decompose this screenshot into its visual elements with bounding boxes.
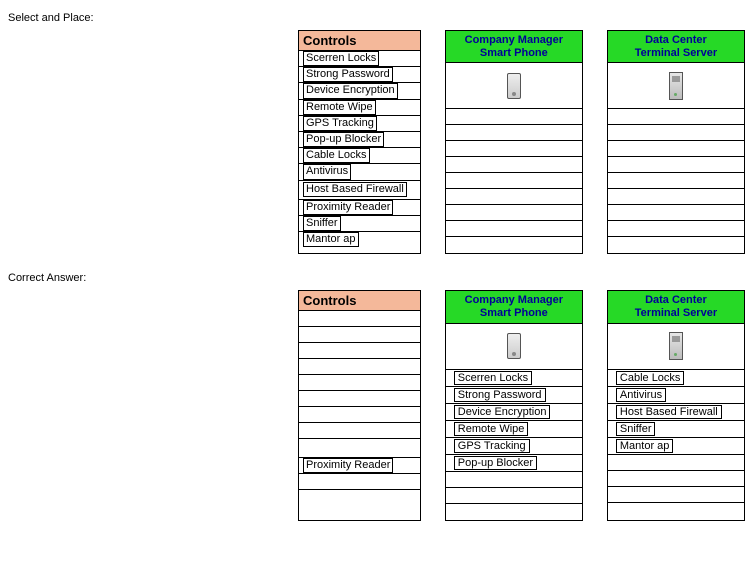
drop-slot: Strong Password	[446, 387, 582, 404]
control-item	[299, 407, 420, 423]
drop-slot[interactable]	[446, 125, 582, 141]
control-item	[299, 343, 420, 359]
drop-slot: Scerren Locks	[446, 370, 582, 387]
drop-slot[interactable]	[446, 205, 582, 221]
controls-column-answer: Controls Proximity Reader	[298, 290, 421, 520]
control-item[interactable]: Mantor ap	[299, 232, 420, 248]
drop-slot: Pop-up Blocker	[446, 455, 582, 472]
drop-slot[interactable]	[608, 221, 744, 237]
controls-column: Controls Scerren Locks Strong Password D…	[298, 30, 421, 254]
target-server: Data CenterTerminal Server	[607, 30, 745, 254]
target-header-phone: Company ManagerSmart Phone	[446, 31, 582, 63]
question-row: Controls Scerren Locks Strong Password D…	[298, 30, 745, 254]
drop-slot	[608, 455, 744, 471]
control-item[interactable]: Pop-up Blocker	[299, 132, 420, 148]
control-item	[299, 439, 420, 458]
control-item	[299, 474, 420, 490]
drop-slot[interactable]	[608, 125, 744, 141]
control-item[interactable]: Proximity Reader	[299, 200, 420, 216]
control-item[interactable]: Antivirus	[299, 164, 420, 180]
control-item[interactable]: Sniffer	[299, 216, 420, 232]
drop-slot: Device Encryption	[446, 404, 582, 421]
control-item[interactable]: Host Based Firewall	[299, 181, 420, 200]
drop-slot: Host Based Firewall	[608, 404, 744, 421]
control-item[interactable]: Remote Wipe	[299, 100, 420, 116]
controls-header: Controls	[299, 291, 420, 311]
drop-slot[interactable]	[608, 157, 744, 173]
drop-slot[interactable]	[446, 157, 582, 173]
drop-slot[interactable]	[608, 189, 744, 205]
drop-slot	[446, 472, 582, 488]
control-item	[299, 311, 420, 327]
target-header-phone: Company ManagerSmart Phone	[446, 291, 582, 323]
drop-slot	[446, 488, 582, 504]
drop-slot[interactable]	[446, 237, 582, 253]
drop-slot: GPS Tracking	[446, 438, 582, 455]
drop-slot[interactable]	[608, 141, 744, 157]
control-item[interactable]: Device Encryption	[299, 83, 420, 99]
target-phone-answer: Company ManagerSmart Phone Scerren Locks…	[445, 290, 583, 520]
drop-slot[interactable]	[446, 189, 582, 205]
section-label-question: Select and Place:	[8, 12, 745, 24]
control-item	[299, 423, 420, 439]
control-item[interactable]: Proximity Reader	[299, 458, 420, 474]
target-header-server: Data CenterTerminal Server	[608, 31, 744, 63]
answer-row: Controls Proximity Reader Company Manage…	[298, 290, 745, 520]
drop-slot	[608, 487, 744, 503]
drop-slot[interactable]	[446, 141, 582, 157]
control-item[interactable]: Strong Password	[299, 67, 420, 83]
control-item	[299, 375, 420, 391]
target-header-server: Data CenterTerminal Server	[608, 291, 744, 323]
drop-slot[interactable]	[608, 109, 744, 125]
section-label-answer: Correct Answer:	[8, 272, 745, 284]
drop-slot[interactable]	[608, 205, 744, 221]
phone-icon	[446, 324, 582, 370]
drop-slot: Remote Wipe	[446, 421, 582, 438]
drop-slot[interactable]	[446, 221, 582, 237]
drop-slot	[608, 503, 744, 519]
control-item	[299, 359, 420, 375]
drop-slot: Sniffer	[608, 421, 744, 438]
control-item	[299, 490, 420, 506]
drop-slot	[446, 504, 582, 520]
control-item[interactable]: Cable Locks	[299, 148, 420, 164]
drop-slot[interactable]	[608, 237, 744, 253]
drop-slot: Cable Locks	[608, 370, 744, 387]
drop-slot: Antivirus	[608, 387, 744, 404]
phone-icon	[446, 63, 582, 109]
server-icon	[608, 63, 744, 109]
control-item[interactable]: Scerren Locks	[299, 51, 420, 67]
control-item	[299, 391, 420, 407]
controls-header: Controls	[299, 31, 420, 51]
target-server-answer: Data CenterTerminal Server Cable Locks A…	[607, 290, 745, 520]
drop-slot: Mantor ap	[608, 438, 744, 455]
drop-slot[interactable]	[446, 173, 582, 189]
drop-slot[interactable]	[608, 173, 744, 189]
control-item[interactable]: GPS Tracking	[299, 116, 420, 132]
server-icon	[608, 324, 744, 370]
drop-slot	[608, 471, 744, 487]
target-phone: Company ManagerSmart Phone	[445, 30, 583, 254]
drop-slot[interactable]	[446, 109, 582, 125]
control-item	[299, 327, 420, 343]
